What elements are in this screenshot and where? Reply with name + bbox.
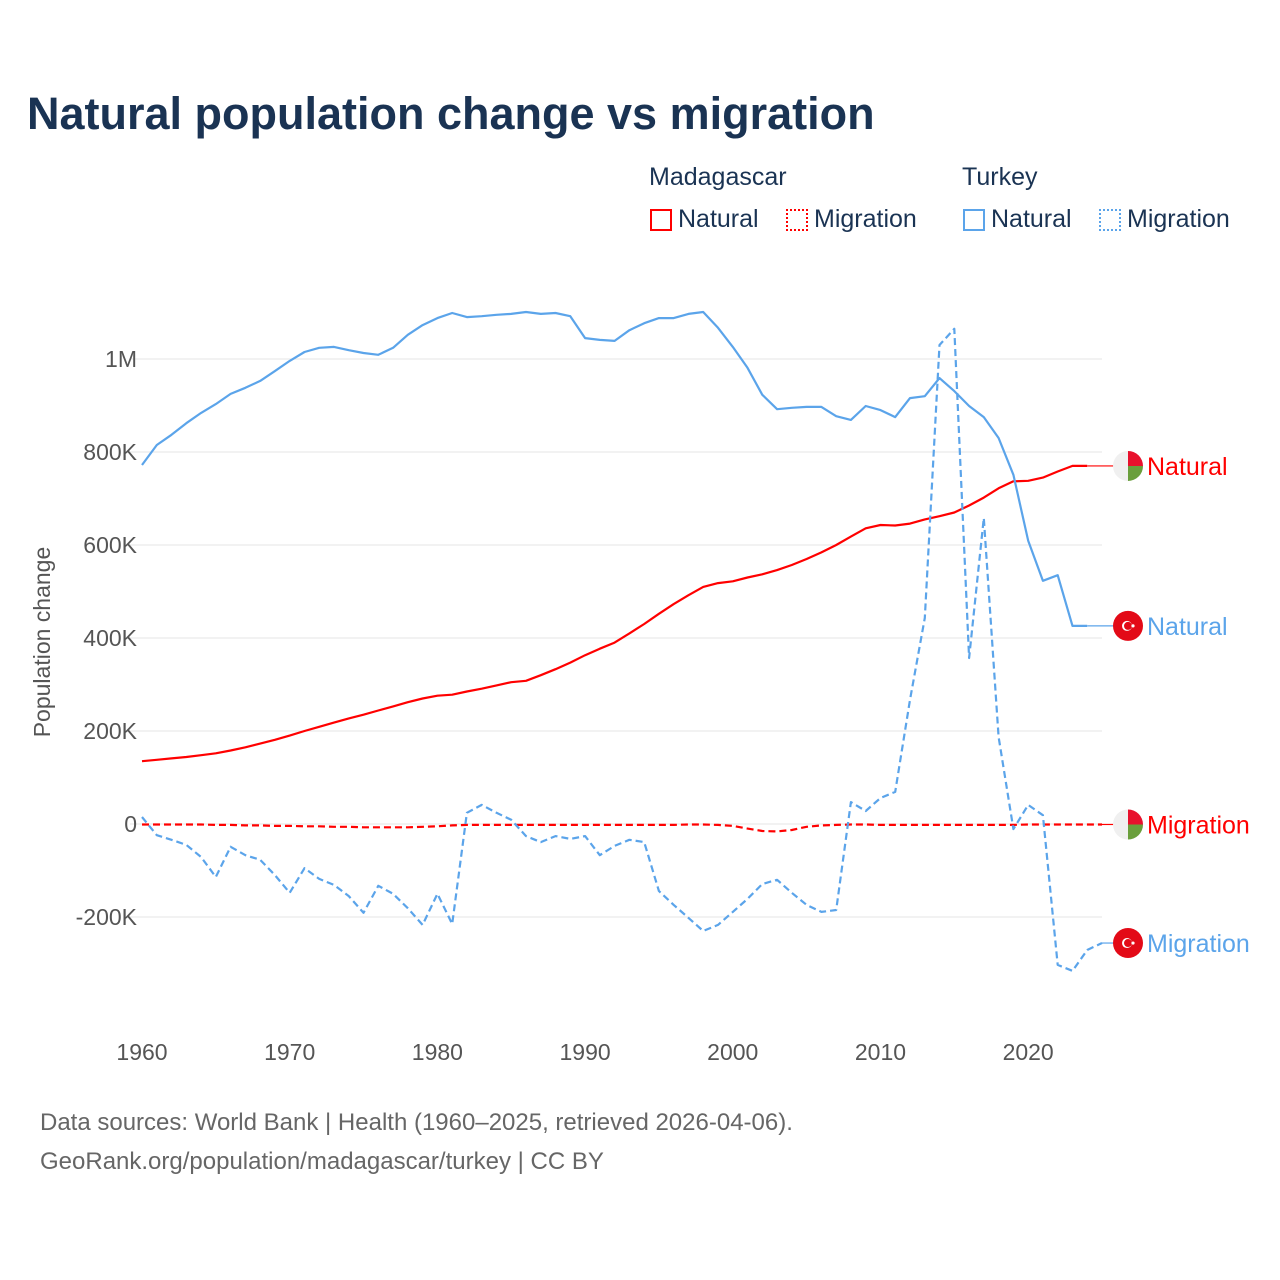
end-label-turkey-migration: Migration xyxy=(1147,930,1250,958)
y-tick-label: 600K xyxy=(83,532,137,558)
end-label-turkey-natural: Natural xyxy=(1147,613,1228,641)
x-tick-label: 1960 xyxy=(116,1039,167,1065)
legend-swatch xyxy=(963,208,985,231)
turkey-flag-icon xyxy=(1113,610,1143,641)
x-tick-label: 1990 xyxy=(559,1039,610,1065)
legend-turkey-migration[interactable]: Migration xyxy=(1099,205,1230,234)
series-line-madagascar-migration xyxy=(142,823,1102,833)
legend-swatch xyxy=(786,208,808,231)
legend-label: Migration xyxy=(1127,205,1230,233)
flag-green xyxy=(1128,824,1143,840)
flag-star xyxy=(1131,624,1135,628)
end-label-madagascar-natural: Natural xyxy=(1147,453,1228,481)
y-tick-label: 1M xyxy=(105,346,137,372)
y-tick-label: -200K xyxy=(76,904,138,930)
flag-red xyxy=(1128,809,1143,825)
legend-turkey-natural[interactable]: Natural xyxy=(963,205,1072,234)
y-axis-label: Population change xyxy=(29,547,55,738)
legend-label: Migration xyxy=(814,205,917,233)
end-label-madagascar-migration: Migration xyxy=(1147,811,1250,839)
y-tick-label: 800K xyxy=(83,439,137,465)
x-tick-label: 1970 xyxy=(264,1039,315,1065)
madagascar-flag-icon xyxy=(1113,450,1143,481)
flag-crescent-cut xyxy=(1124,621,1132,630)
series-line-turkey-migration xyxy=(141,327,1103,972)
flag-star xyxy=(1131,941,1135,945)
y-tick-label: 400K xyxy=(83,625,137,651)
y-tick-label: 200K xyxy=(83,718,137,744)
legend-group-turkey: Turkey xyxy=(962,163,1038,191)
chart-title: Natural population change vs migration xyxy=(27,88,875,139)
legend-label: Natural xyxy=(991,205,1072,233)
legend-swatch xyxy=(650,208,672,231)
legend-swatch xyxy=(1099,208,1121,231)
series-line-madagascar-natural xyxy=(141,464,1088,763)
legend-madagascar-migration[interactable]: Migration xyxy=(786,205,917,234)
flag-red xyxy=(1128,450,1143,466)
y-tick-label: 0 xyxy=(124,811,137,837)
x-tick-label: 2010 xyxy=(855,1039,906,1065)
legend-label: Natural xyxy=(678,205,759,233)
flag-green xyxy=(1128,465,1143,481)
legend-madagascar-natural[interactable]: Natural xyxy=(650,205,759,234)
x-tick-label: 1980 xyxy=(412,1039,463,1065)
madagascar-flag-icon xyxy=(1113,809,1143,840)
series-line-turkey-natural xyxy=(141,310,1088,627)
flag-crescent-cut xyxy=(1124,939,1132,948)
x-tick-label: 2000 xyxy=(707,1039,758,1065)
source-text: Data sources: World Bank | Health (1960–… xyxy=(40,1109,793,1136)
source-link[interactable]: GeoRank.org/population/madagascar/turkey… xyxy=(40,1148,604,1175)
x-tick-label: 2020 xyxy=(1003,1039,1054,1065)
legend-group-madagascar: Madagascar xyxy=(649,163,787,191)
turkey-flag-icon xyxy=(1113,928,1143,959)
